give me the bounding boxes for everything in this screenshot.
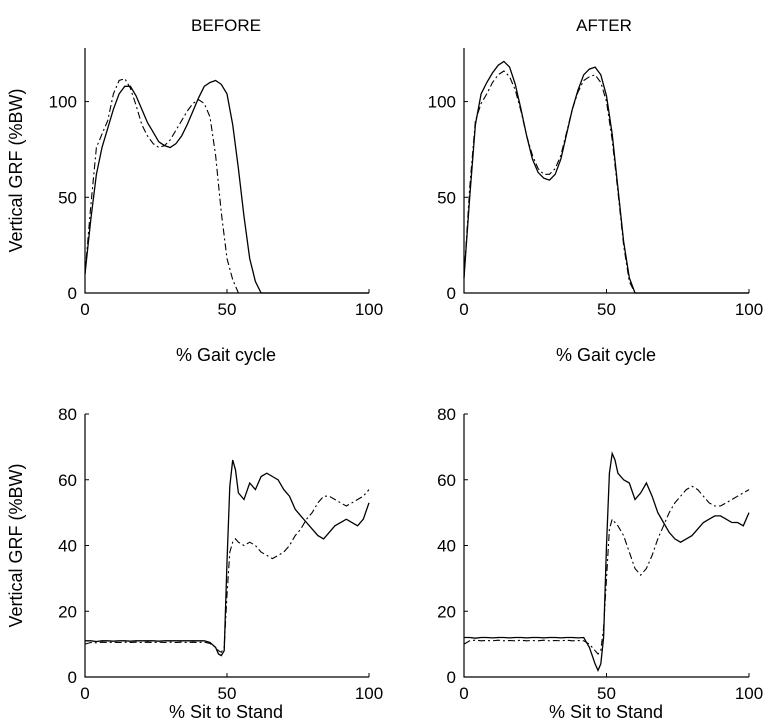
x-axis-label: % Sit to Stand	[169, 702, 283, 722]
x-tick-label: 100	[355, 300, 383, 319]
y-tick-label: 40	[58, 537, 77, 556]
y-tick-label: 40	[437, 537, 456, 556]
column-title-after: AFTER	[576, 16, 632, 35]
series-line-dashdot	[84, 489, 370, 654]
y-tick-label: 0	[68, 668, 77, 687]
series-line-dashdot	[463, 70, 749, 294]
y-tick-label: 20	[58, 602, 77, 621]
y-axis-label: Vertical GRF (%BW)	[6, 88, 26, 252]
y-tick-label: 100	[428, 93, 456, 112]
y-axis-label: Vertical GRF (%BW)	[6, 463, 26, 627]
y-tick-label: 0	[447, 668, 456, 687]
axis-frame	[84, 48, 369, 294]
y-tick-label: 100	[49, 93, 77, 112]
series-line-solid	[464, 451, 750, 673]
x-tick-label: 0	[459, 684, 468, 703]
x-axis-label: % Gait cycle	[176, 345, 276, 365]
x-tick-label: 0	[80, 300, 89, 319]
y-tick-label: 0	[447, 284, 456, 303]
series-line-solid	[85, 459, 370, 657]
x-tick-label: 50	[218, 300, 237, 319]
y-tick-label: 20	[437, 602, 456, 621]
axis-frame	[463, 48, 749, 294]
x-tick-label: 50	[218, 684, 237, 703]
series-line-dashdot	[463, 485, 750, 655]
series-line-solid	[463, 60, 749, 294]
x-tick-label: 0	[459, 300, 468, 319]
y-tick-label: 0	[68, 284, 77, 303]
y-tick-label: 50	[437, 188, 456, 207]
x-tick-label: 50	[597, 684, 616, 703]
x-tick-label: 50	[597, 300, 616, 319]
panel-1: 0 50 100 0 50 100 % Gait cycle Vertical GRF (%B…	[6, 48, 383, 365]
panel-3: 0 50 100 0 20 40 60 80 % Sit to Stand Vertical GR…	[6, 405, 383, 722]
panel-2: 0 50 100 0 50 100 % Gait cycle	[428, 48, 763, 365]
series-line-dashdot	[84, 77, 369, 294]
x-tick-label: 100	[355, 684, 383, 703]
series-line-solid	[84, 79, 369, 294]
panel-4: 0 50 100 0 20 40 60 80 % Sit to Stand	[437, 405, 763, 722]
y-tick-label: 60	[58, 471, 77, 490]
column-title-before: BEFORE	[191, 16, 261, 35]
x-tick-label: 0	[80, 684, 89, 703]
y-tick-label: 50	[58, 188, 77, 207]
y-tick-label: 80	[58, 405, 77, 424]
x-axis-label: % Sit to Stand	[549, 702, 663, 722]
y-tick-label: 80	[437, 405, 456, 424]
x-tick-label: 100	[735, 300, 763, 319]
y-tick-label: 60	[437, 471, 456, 490]
x-axis-label: % Gait cycle	[556, 345, 656, 365]
x-tick-label: 100	[735, 684, 763, 703]
